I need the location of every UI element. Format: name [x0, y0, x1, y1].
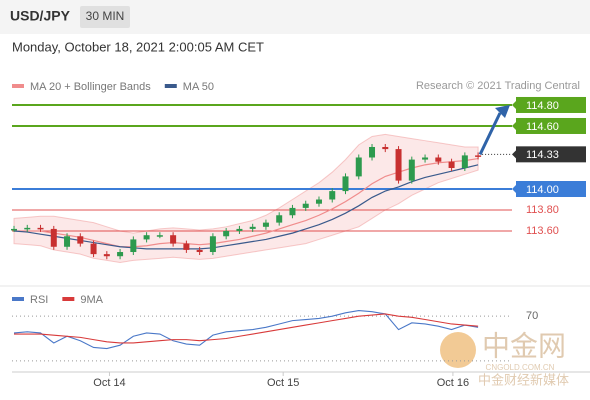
candle	[156, 235, 163, 237]
candle	[90, 243, 97, 255]
legend-label: RSI	[30, 294, 48, 306]
candle	[130, 239, 137, 253]
candle	[329, 191, 336, 200]
legend-swatch	[164, 84, 177, 88]
candle	[24, 227, 31, 230]
watermark-brand: 中金网	[482, 330, 566, 361]
candle	[183, 243, 190, 250]
candle	[117, 252, 124, 257]
legend-swatch	[12, 84, 24, 88]
target-arrow	[478, 112, 502, 156]
level-label: 113.60	[526, 225, 559, 237]
candle	[382, 146, 389, 150]
candle	[395, 149, 402, 181]
candle	[249, 226, 256, 229]
candle	[369, 146, 376, 158]
target-arrow-head	[495, 104, 510, 118]
legend-label: MA 50	[183, 81, 214, 93]
y-tick-label: 70	[526, 310, 538, 322]
ma50-line	[13, 164, 479, 250]
rsi-line	[13, 310, 479, 350]
candle	[143, 235, 150, 240]
candle	[289, 207, 296, 216]
candle	[475, 155, 482, 157]
legend-label: MA 20 + Bollinger Bands	[30, 81, 151, 93]
legend-swatch	[62, 297, 75, 301]
candle	[302, 203, 309, 208]
candle	[11, 228, 17, 231]
level-label-tip	[512, 99, 517, 110]
x-tick-label: Oct 15	[267, 377, 299, 389]
level-label: 114.60	[526, 121, 559, 133]
level-label: 114.80	[526, 100, 559, 112]
watermark: 中金网 CNGOLD.COM.CN 中金财经新媒体	[440, 330, 569, 387]
symbol: USD/JPY	[10, 8, 71, 24]
candle	[342, 176, 349, 192]
level-label: 114.00	[526, 184, 559, 196]
level-label-box	[516, 96, 586, 113]
candle	[64, 236, 71, 247]
candle	[50, 228, 57, 247]
candle	[422, 157, 429, 160]
credit: Research © 2021 Trading Central	[416, 80, 580, 92]
candle	[37, 227, 44, 230]
candle	[196, 249, 203, 253]
candle	[77, 236, 84, 244]
level-label-box	[516, 117, 586, 134]
interval-badge	[80, 6, 130, 28]
candle	[408, 159, 415, 181]
level-label-tip	[512, 184, 517, 195]
datetime: Monday, October 18, 2021 2:00:05 AM CET	[12, 39, 264, 54]
level-label-box	[516, 181, 586, 198]
level-label: 114.33	[526, 149, 559, 161]
legend-label: 9MA	[80, 294, 103, 306]
bollinger-band	[13, 133, 479, 264]
rsi-line	[14, 313, 479, 344]
level-label: 113.80	[526, 204, 559, 216]
candle	[103, 254, 110, 257]
legend-swatch	[12, 297, 24, 301]
level-label-tip	[512, 149, 517, 160]
candle	[276, 215, 283, 223]
watermark-logo	[440, 332, 476, 368]
x-tick-label: Oct 14	[93, 377, 125, 389]
candle	[236, 228, 243, 232]
watermark-site: CNGOLD.COM.CN	[486, 363, 555, 372]
candle	[262, 222, 269, 227]
candle	[461, 155, 468, 168]
candle	[315, 199, 322, 204]
x-tick-label: Oct 16	[437, 377, 469, 389]
candle	[355, 157, 362, 177]
level-label-tip	[512, 120, 517, 131]
candle	[209, 236, 216, 253]
candle	[170, 235, 177, 244]
watermark-tagline: 中金财经新媒体	[478, 372, 569, 387]
candle	[448, 161, 455, 168]
interval: 30 MIN	[86, 9, 125, 23]
candle	[223, 231, 230, 237]
level-label-box	[516, 146, 586, 163]
candle	[435, 157, 442, 162]
